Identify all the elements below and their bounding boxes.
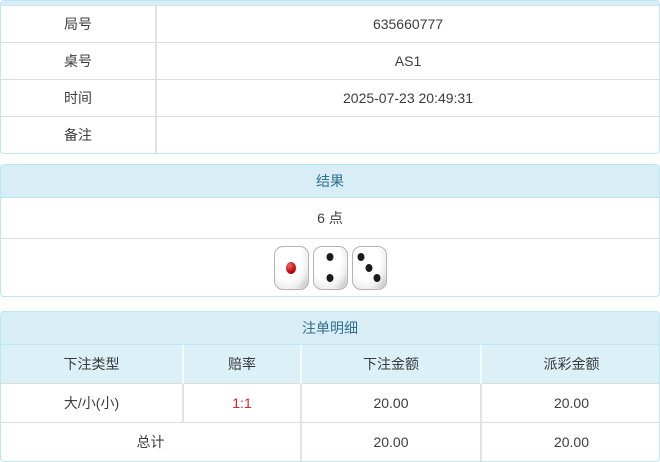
die-2 [312, 245, 348, 290]
die-pip [326, 274, 334, 282]
info-row-remark: 备注 [1, 116, 659, 153]
die-1 [273, 245, 309, 290]
game-info-panel: 局号 635660777 桌号 AS1 时间 2025-07-23 20:49:… [0, 0, 660, 154]
total-payout-amount-cell: 20.00 [480, 422, 659, 461]
panel-heading-sliver [1, 1, 659, 6]
info-row-time: 时间 2025-07-23 20:49:31 [1, 79, 659, 116]
info-row-round: 局号 635660777 [1, 6, 659, 42]
bet-amount-cell: 20.00 [300, 383, 481, 423]
total-row: 总计 20.00 20.00 [1, 422, 659, 461]
result-heading: 结果 [1, 165, 659, 198]
column-header-odds: 赔率 [182, 345, 301, 384]
info-row-table: 桌号 AS1 [1, 42, 659, 79]
bet-row: 大/小(小) 1:1 20.00 20.00 [1, 383, 659, 423]
die-pip [365, 263, 373, 272]
column-header-bet-amount: 下注金额 [300, 345, 481, 384]
time-value: 2025-07-23 20:49:31 [343, 90, 473, 106]
round-number-label: 局号 [1, 6, 157, 42]
time-label: 时间 [1, 80, 157, 116]
bet-details-panel: 注单明细 下注类型 赔率 下注金额 派彩金额 大/小(小) 1:1 20.00 … [0, 311, 660, 462]
die-pip [357, 253, 365, 261]
remark-value [157, 117, 659, 153]
payout-amount-cell: 20.00 [480, 383, 659, 423]
bet-type-cell: 大/小(小) [1, 383, 183, 423]
die-pip [326, 253, 334, 261]
bet-details-heading: 注单明细 [1, 312, 659, 345]
table-number-label: 桌号 [1, 43, 157, 79]
round-number-value: 635660777 [372, 16, 444, 32]
result-points: 6 点 [1, 198, 659, 239]
total-bet-amount-cell: 20.00 [300, 422, 481, 461]
die-3 [351, 245, 387, 290]
bet-details-table: 下注类型 赔率 下注金额 派彩金额 大/小(小) 1:1 20.00 20.00… [1, 345, 659, 461]
dice-row [1, 239, 659, 296]
table-number-value: AS1 [394, 53, 422, 69]
result-panel: 结果 6 点 [0, 164, 660, 297]
total-label-cell: 总计 [1, 422, 301, 461]
die-pip [286, 261, 296, 274]
column-header-bet-type: 下注类型 [1, 345, 183, 384]
die-pip [373, 274, 381, 282]
remark-label: 备注 [1, 117, 157, 153]
column-header-payout-amount: 派彩金额 [480, 345, 659, 384]
bet-table-header-row: 下注类型 赔率 下注金额 派彩金额 [1, 345, 659, 384]
odds-cell: 1:1 [182, 383, 301, 423]
